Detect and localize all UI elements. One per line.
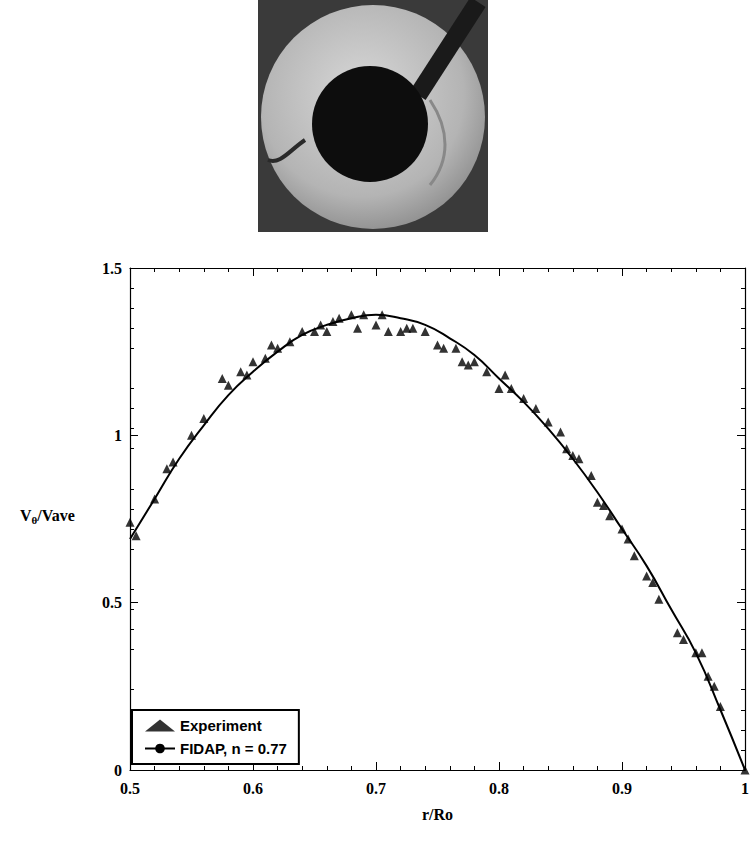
svg-text:FIDAP, n = 0.77: FIDAP, n = 0.77 (180, 740, 287, 757)
svg-text:V: V (20, 507, 32, 524)
svg-text:/Vave: /Vave (36, 507, 75, 524)
svg-text:0: 0 (114, 762, 122, 779)
svg-text:θ: θ (31, 514, 38, 526)
svg-text:0.9: 0.9 (612, 780, 632, 797)
svg-text:0.5: 0.5 (102, 594, 122, 611)
svg-text:1: 1 (741, 780, 749, 797)
svg-text:0.6: 0.6 (243, 780, 263, 797)
svg-text:0.5: 0.5 (120, 780, 140, 797)
svg-text:Experiment: Experiment (180, 717, 262, 734)
svg-text:0.8: 0.8 (489, 780, 509, 797)
svg-text:1: 1 (114, 427, 122, 444)
svg-text:0.7: 0.7 (366, 780, 386, 797)
svg-text:r/Ro: r/Ro (422, 806, 453, 823)
svg-text:1.5: 1.5 (102, 260, 122, 277)
